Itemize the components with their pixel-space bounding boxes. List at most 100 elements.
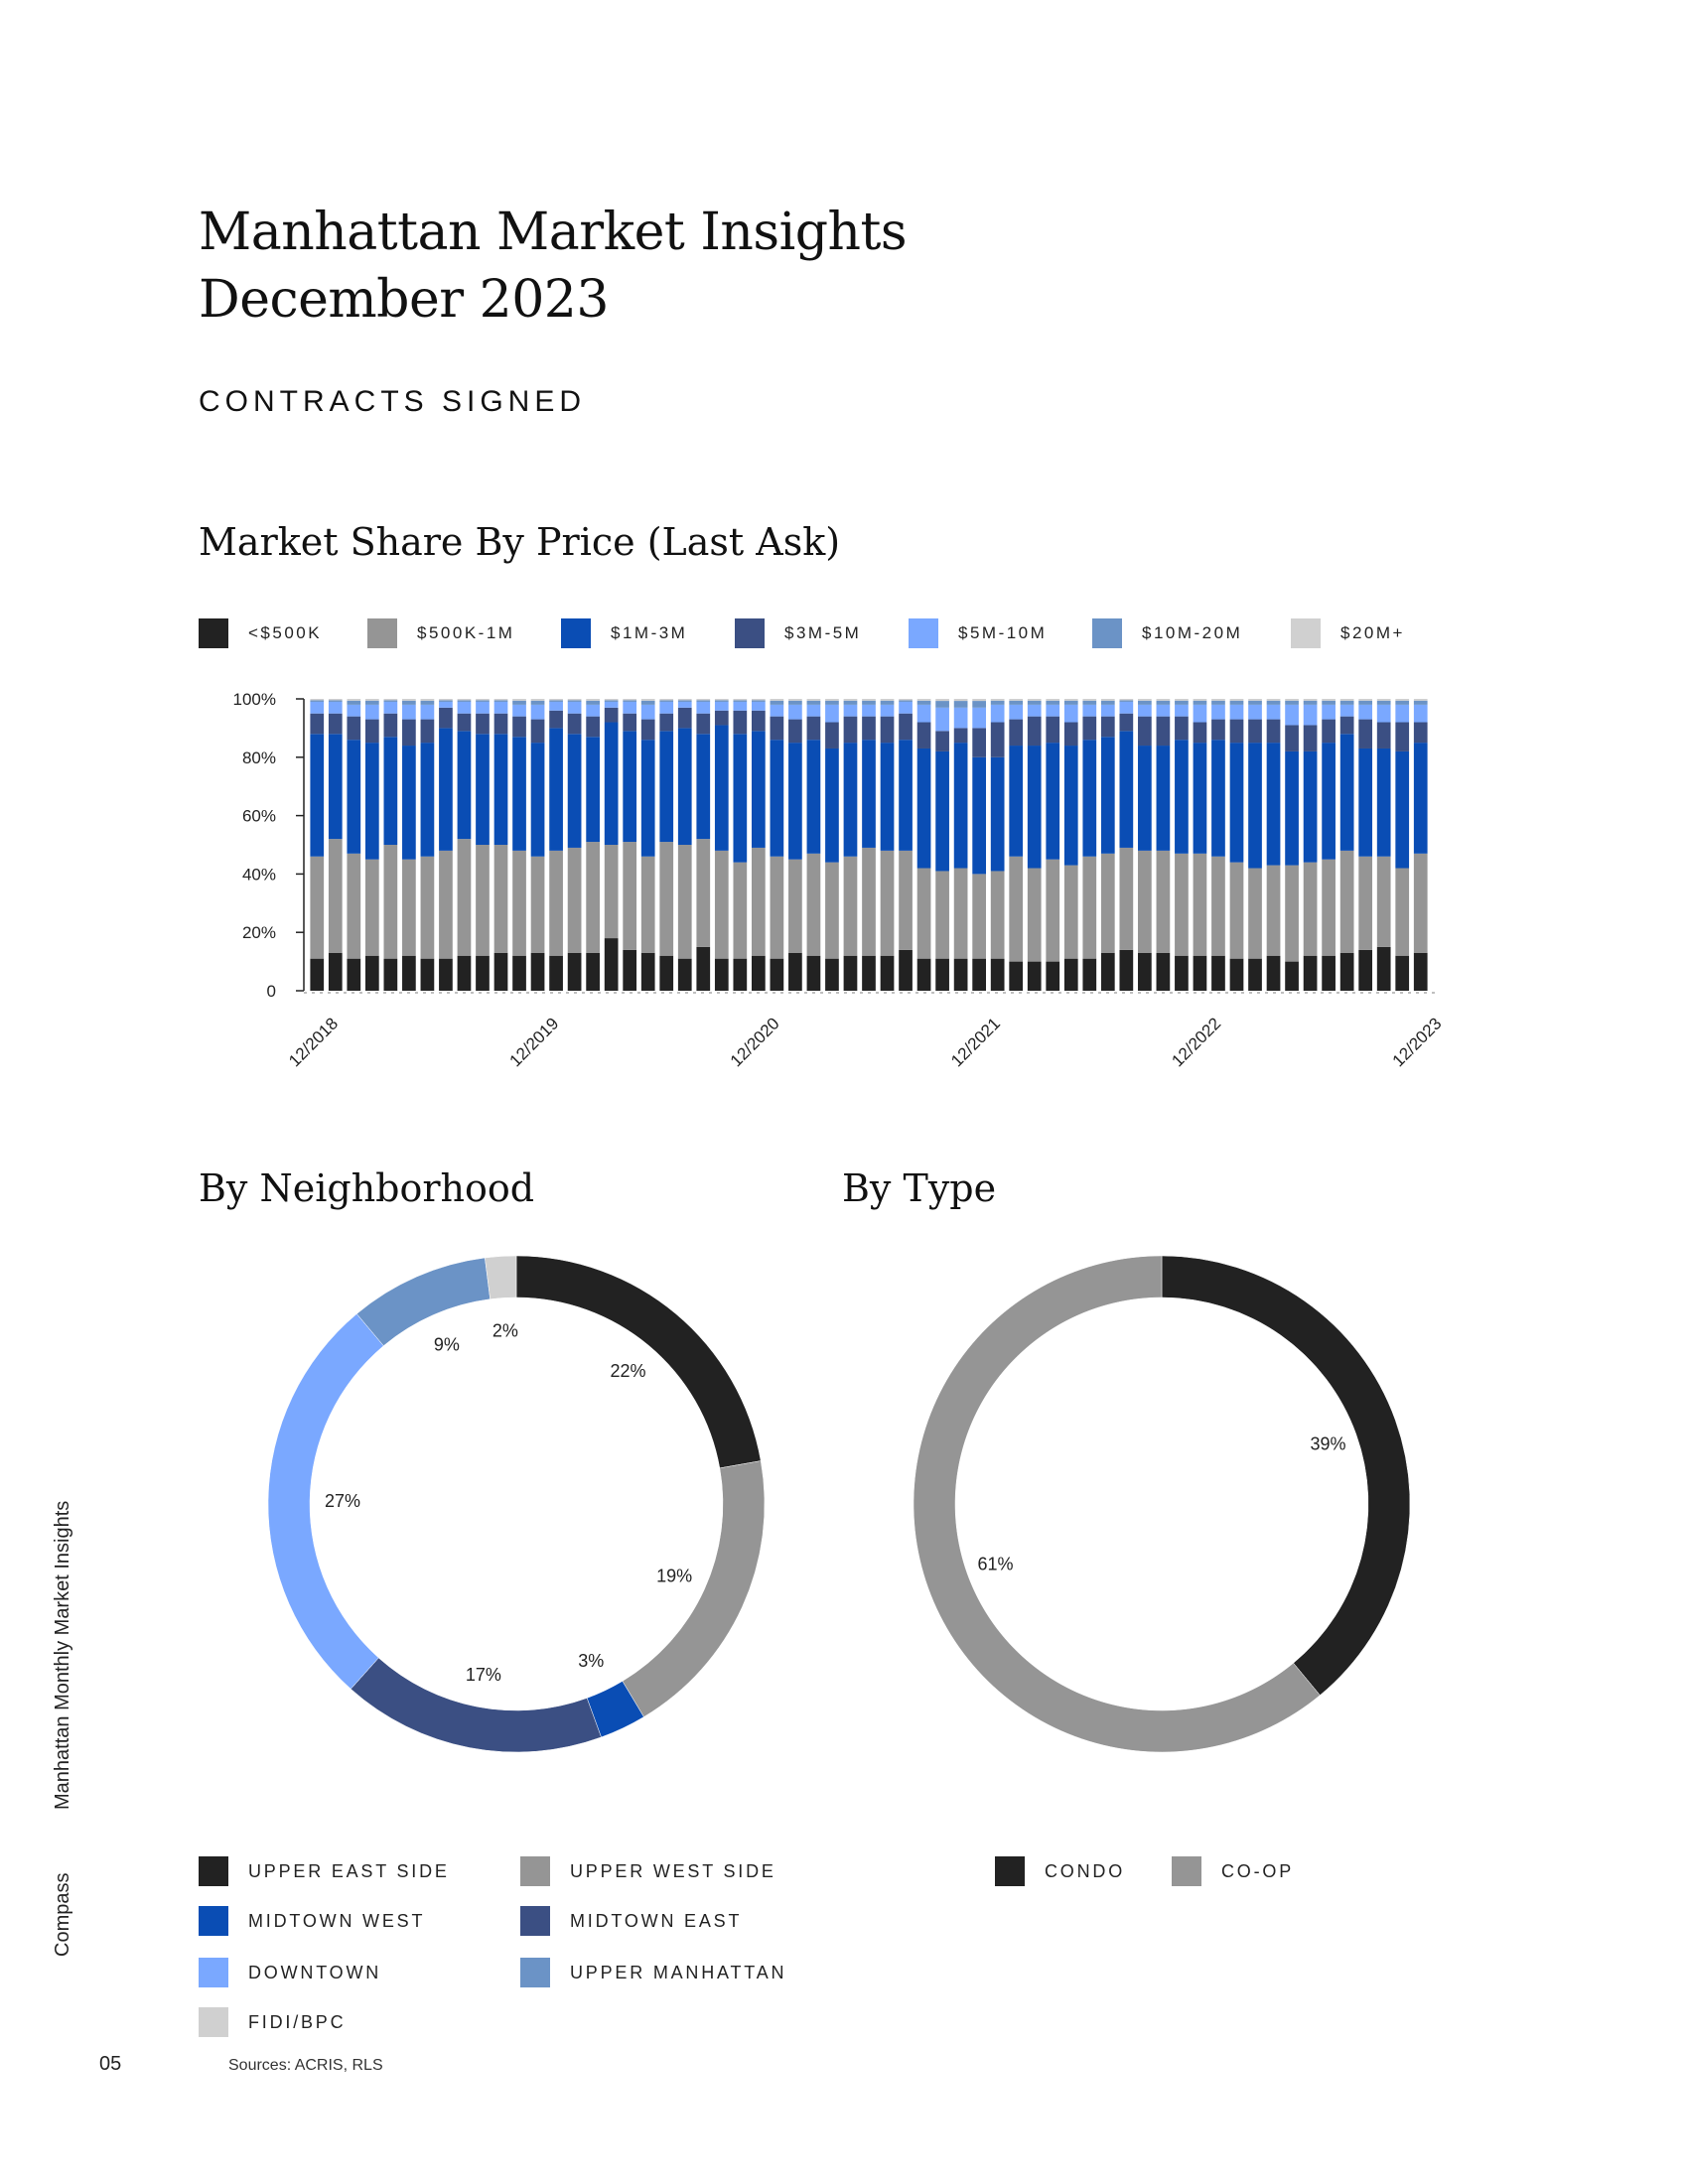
- bar-segment: [972, 699, 987, 702]
- bar-segment: [1376, 699, 1391, 701]
- bar-segment: [1156, 700, 1171, 705]
- bar-segment: [843, 743, 858, 857]
- legend-swatch: [199, 1958, 228, 1987]
- bar-segment: [1063, 746, 1078, 866]
- bar-segment: [733, 700, 748, 702]
- bar-segment: [310, 700, 325, 702]
- slice-value-label: 3%: [578, 1651, 604, 1671]
- bar-segment: [972, 728, 987, 757]
- bar-segment: [364, 704, 379, 720]
- bar-segment: [1063, 700, 1078, 705]
- legend-swatch: [367, 618, 397, 648]
- bar-segment: [935, 699, 949, 702]
- bar-segment: [1027, 700, 1042, 705]
- bar-segment: [512, 700, 526, 705]
- legend-label: FIDI/BPC: [248, 2011, 347, 2032]
- bar-segment: [916, 704, 931, 723]
- bar-segment: [1175, 853, 1189, 956]
- bar-segment: [1082, 958, 1097, 991]
- bar-segment: [402, 719, 416, 747]
- legend-swatch: [1172, 1856, 1201, 1886]
- bar-segment: [899, 740, 913, 851]
- bar-segment: [935, 731, 949, 751]
- bar-column: [383, 699, 398, 991]
- bar-segment: [383, 958, 398, 991]
- bar-column: [677, 699, 692, 991]
- legend-item-20m-plus: $20M+: [1291, 618, 1405, 648]
- bar-chart-title: Market Share By Price (Last Ask): [199, 520, 841, 564]
- bar-segment: [1248, 868, 1262, 959]
- bar-segment: [623, 842, 637, 950]
- bar-segment: [364, 743, 379, 860]
- bar-segment: [935, 701, 949, 708]
- bar-segment: [1211, 719, 1225, 741]
- bar-segment: [714, 850, 729, 959]
- legend-swatch: [561, 618, 591, 648]
- section-heading: CONTRACTS SIGNED: [199, 385, 587, 418]
- bar-segment: [770, 699, 784, 701]
- bar-segment: [1156, 704, 1171, 717]
- bar-segment: [916, 868, 931, 959]
- x-tick-label: 12/2020: [727, 1014, 783, 1070]
- bar-column: [567, 699, 582, 991]
- bar-segment: [843, 700, 858, 705]
- bar-segment: [1119, 847, 1134, 950]
- bar-segment: [493, 845, 508, 953]
- bar-segment: [806, 716, 821, 741]
- bar-segment: [439, 728, 453, 851]
- bar-segment: [1285, 751, 1299, 866]
- bar-column: [310, 699, 325, 991]
- bar-segment: [1046, 743, 1060, 860]
- legend-label: $500K-1M: [417, 623, 515, 642]
- bar-segment: [1156, 746, 1171, 851]
- bar-segment: [1248, 704, 1262, 720]
- bar-segment: [935, 871, 949, 959]
- legend-swatch: [909, 618, 938, 648]
- legend-label: $3M-5M: [784, 623, 862, 642]
- bar-segment: [1339, 850, 1354, 953]
- bar-segment: [420, 700, 435, 705]
- bar-segment: [1156, 850, 1171, 953]
- bar-segment: [493, 700, 508, 702]
- bar-segment: [1009, 746, 1024, 857]
- bar-segment: [586, 842, 600, 953]
- bar-segment: [1063, 704, 1078, 723]
- bar-segment: [1322, 719, 1336, 744]
- bar-segment: [310, 713, 325, 735]
- bar-segment: [439, 958, 453, 991]
- bar-segment: [1358, 748, 1373, 857]
- donut-slice: [485, 1255, 517, 1299]
- bar-segment: [1229, 743, 1244, 863]
- bar-segment: [806, 699, 821, 701]
- bar-segment: [493, 952, 508, 991]
- bar-segment: [677, 699, 692, 701]
- bar-segment: [1100, 700, 1115, 705]
- bar-segment: [880, 850, 895, 956]
- bar-segment: [880, 700, 895, 705]
- bar-column: [1303, 699, 1318, 991]
- bar-segment: [310, 701, 325, 714]
- bar-segment: [714, 700, 729, 702]
- bar-segment: [1193, 700, 1207, 705]
- bar-segment: [843, 856, 858, 956]
- bar-segment: [990, 699, 1005, 701]
- bar-segment: [567, 713, 582, 735]
- bar-segment: [364, 859, 379, 956]
- bar-segment: [880, 699, 895, 701]
- bar-segment: [825, 722, 839, 749]
- legend-label: $1M-3M: [611, 623, 688, 642]
- bar-segment: [512, 716, 526, 738]
- bar-column: [733, 699, 748, 991]
- y-tick-label: 0: [267, 982, 276, 1001]
- bar-segment: [1193, 853, 1207, 956]
- bar-segment: [439, 700, 453, 702]
- bar-segment: [1082, 699, 1097, 701]
- bar-segment: [1063, 865, 1078, 959]
- bar-segment: [1009, 856, 1024, 962]
- bar-segment: [953, 699, 968, 702]
- bar-segment: [1395, 699, 1410, 701]
- bar-segment: [899, 949, 913, 991]
- bar-column: [347, 699, 361, 991]
- bar-segment: [1339, 704, 1354, 717]
- bar-segment: [586, 716, 600, 738]
